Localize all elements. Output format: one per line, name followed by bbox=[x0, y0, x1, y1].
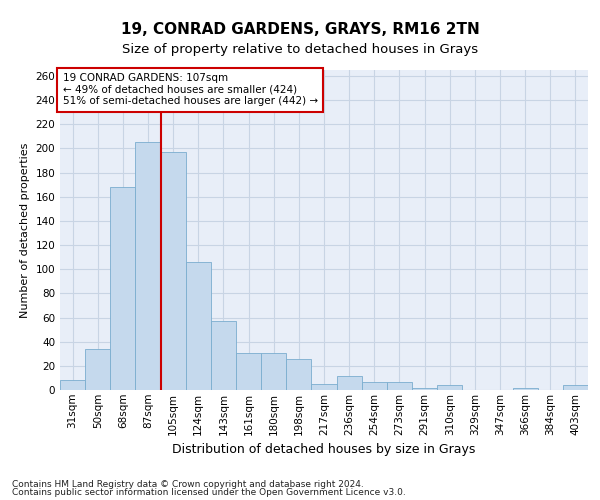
Bar bbox=[186, 262, 211, 390]
Bar bbox=[110, 187, 136, 390]
Bar bbox=[211, 321, 236, 390]
X-axis label: Distribution of detached houses by size in Grays: Distribution of detached houses by size … bbox=[172, 443, 476, 456]
Y-axis label: Number of detached properties: Number of detached properties bbox=[20, 142, 30, 318]
Bar bbox=[85, 349, 110, 390]
Text: Size of property relative to detached houses in Grays: Size of property relative to detached ho… bbox=[122, 42, 478, 56]
Bar bbox=[337, 376, 362, 390]
Bar bbox=[286, 358, 311, 390]
Text: Contains public sector information licensed under the Open Government Licence v3: Contains public sector information licen… bbox=[12, 488, 406, 497]
Bar bbox=[412, 388, 437, 390]
Bar bbox=[387, 382, 412, 390]
Bar bbox=[261, 352, 286, 390]
Bar bbox=[136, 142, 161, 390]
Bar bbox=[512, 388, 538, 390]
Text: Contains HM Land Registry data © Crown copyright and database right 2024.: Contains HM Land Registry data © Crown c… bbox=[12, 480, 364, 489]
Bar bbox=[362, 382, 387, 390]
Bar bbox=[437, 385, 462, 390]
Bar bbox=[161, 152, 186, 390]
Bar bbox=[311, 384, 337, 390]
Bar bbox=[563, 385, 588, 390]
Bar bbox=[60, 380, 85, 390]
Text: 19, CONRAD GARDENS, GRAYS, RM16 2TN: 19, CONRAD GARDENS, GRAYS, RM16 2TN bbox=[121, 22, 479, 38]
Text: 19 CONRAD GARDENS: 107sqm
← 49% of detached houses are smaller (424)
51% of semi: 19 CONRAD GARDENS: 107sqm ← 49% of detac… bbox=[62, 73, 318, 106]
Bar bbox=[236, 352, 261, 390]
